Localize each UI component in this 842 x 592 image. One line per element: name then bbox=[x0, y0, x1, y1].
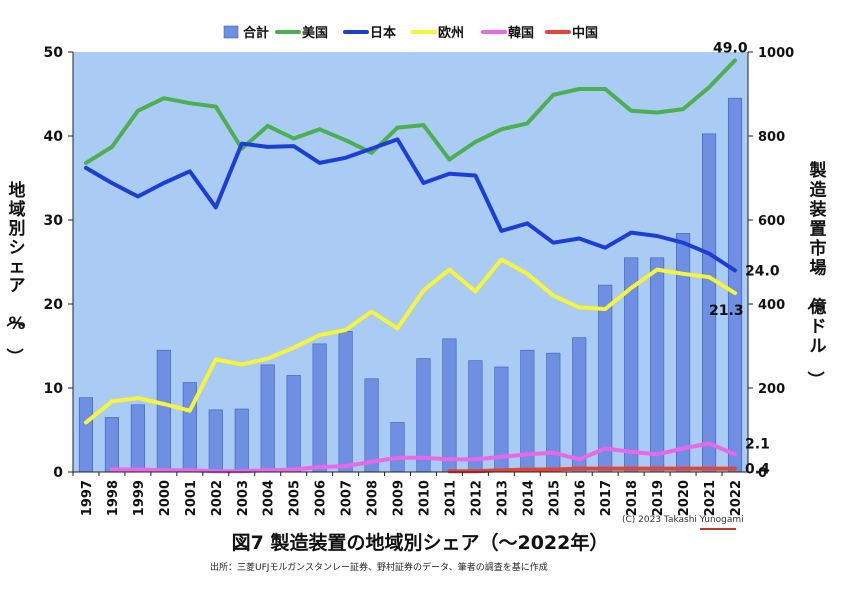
legend-swatch-bar bbox=[223, 25, 239, 39]
legend-label: 韓国 bbox=[508, 25, 534, 41]
x-tick-label: 1997 bbox=[80, 480, 95, 516]
left-tick-label: 30 bbox=[44, 213, 64, 229]
legend-label: 欧州 bbox=[438, 25, 464, 41]
left-tick-label: 0 bbox=[53, 465, 63, 481]
left-tick-label: 40 bbox=[44, 129, 64, 145]
right-tick-label: 0 bbox=[758, 466, 767, 481]
x-tick-label: 2001 bbox=[184, 480, 199, 516]
bar-total bbox=[182, 382, 197, 473]
x-tick-label: 2005 bbox=[288, 480, 303, 516]
legend-label: 合計 bbox=[243, 25, 269, 41]
legend-label: 美国 bbox=[302, 25, 328, 41]
bar-total bbox=[208, 409, 223, 473]
annotation-label: 0.4 bbox=[745, 462, 770, 478]
x-tick-label: 2011 bbox=[443, 480, 458, 516]
plot-area bbox=[73, 52, 748, 472]
right-tick-label: 1000 bbox=[758, 46, 794, 61]
series-line-1 bbox=[84, 137, 737, 273]
x-tick-label: 2012 bbox=[469, 480, 484, 516]
annotation-label: 24.0 bbox=[745, 263, 780, 279]
right-tick-label: 200 bbox=[758, 382, 785, 397]
bar-total bbox=[650, 257, 665, 473]
bar-total bbox=[676, 233, 691, 473]
x-tick-label: 2016 bbox=[573, 480, 588, 516]
x-tick-label: 2010 bbox=[417, 480, 432, 516]
bar-total bbox=[312, 343, 327, 473]
source-note: 出所：三菱UFJモルガンスタンレー証券、野村証券のデータ、筆者の調査を基に作成 bbox=[210, 563, 548, 573]
x-tick-label: 2015 bbox=[547, 480, 562, 516]
bar-total bbox=[468, 360, 483, 473]
copyright-underline bbox=[700, 528, 736, 530]
bar-total bbox=[727, 97, 743, 473]
series-line-4 bbox=[447, 466, 737, 474]
right-axis-title: 製造装置市場（億ドル） bbox=[805, 160, 828, 388]
bar-total bbox=[572, 337, 587, 473]
bar-total bbox=[260, 364, 275, 473]
x-tick-label: 2009 bbox=[392, 480, 407, 516]
bar-total bbox=[78, 397, 94, 473]
x-tick-label: 2003 bbox=[236, 480, 251, 516]
series-line-3 bbox=[109, 441, 737, 474]
bar-total bbox=[104, 417, 119, 473]
annotation-label: 21.3 bbox=[709, 303, 744, 319]
bar-total bbox=[234, 408, 249, 473]
x-tick-label: 2013 bbox=[495, 480, 510, 516]
x-tick-label: 2000 bbox=[158, 480, 173, 516]
copyright-note: (C) 2023 Takashi Yunogami bbox=[622, 515, 744, 525]
annotation-label: 2.1 bbox=[745, 436, 770, 452]
bar-total bbox=[598, 284, 613, 473]
right-tick-label: 400 bbox=[758, 298, 785, 313]
x-tick-label: 1998 bbox=[106, 480, 121, 516]
bar-total bbox=[156, 349, 171, 473]
series-line-0 bbox=[84, 58, 737, 165]
left-tick-label: 10 bbox=[44, 381, 64, 397]
x-tick-label: 2022 bbox=[729, 480, 744, 516]
x-tick-label: 1999 bbox=[132, 480, 147, 516]
x-tick-label: 2020 bbox=[677, 480, 692, 516]
bar-total bbox=[130, 404, 145, 473]
bar-total bbox=[338, 330, 353, 473]
bar-total bbox=[364, 378, 379, 473]
x-tick-label: 2002 bbox=[210, 480, 225, 516]
figure-title: 図7 製造装置の地域別シェア（～2022年） bbox=[231, 532, 609, 554]
legend-label: 中国 bbox=[572, 25, 598, 41]
left-tick-label: 20 bbox=[44, 297, 64, 313]
series-line-2 bbox=[84, 257, 737, 425]
bar-total bbox=[390, 422, 405, 473]
x-tick-label: 2017 bbox=[599, 480, 614, 516]
annotation-label: 49.0 bbox=[713, 40, 748, 56]
x-tick-label: 2021 bbox=[703, 480, 718, 516]
left-tick-label: 50 bbox=[44, 45, 64, 61]
x-tick-label: 2007 bbox=[340, 480, 355, 516]
left-axis-title: 地域別シェア（%） bbox=[4, 180, 26, 365]
x-tick-label: 2018 bbox=[625, 480, 640, 516]
x-tick-label: 2006 bbox=[314, 480, 329, 516]
right-tick-label: 800 bbox=[758, 130, 785, 145]
bar-total bbox=[416, 358, 431, 473]
bar-total bbox=[442, 338, 457, 473]
bar-total bbox=[286, 375, 301, 473]
right-tick-label: 600 bbox=[758, 214, 785, 229]
x-tick-label: 2019 bbox=[651, 480, 666, 516]
x-tick-label: 2014 bbox=[521, 480, 536, 516]
x-tick-label: 2008 bbox=[366, 480, 381, 516]
x-tick-label: 2004 bbox=[262, 480, 277, 516]
legend-label: 日本 bbox=[370, 25, 396, 41]
